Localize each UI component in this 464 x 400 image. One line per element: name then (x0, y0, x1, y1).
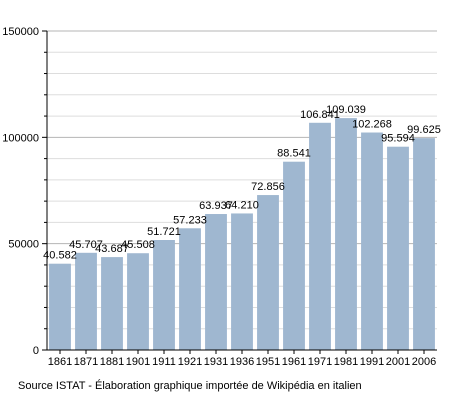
x-tick-label: 1931 (204, 356, 228, 368)
data-label: 45.508 (121, 239, 155, 251)
x-tick-label: 1981 (334, 356, 358, 368)
bar-1991 (361, 132, 383, 350)
bar-2006 (413, 138, 435, 350)
bar-1861 (49, 263, 71, 350)
y-tick-label: 100000 (2, 132, 39, 144)
data-label: 102.268 (352, 119, 392, 131)
data-label: 57.233 (173, 214, 207, 226)
bar-1936 (231, 213, 253, 350)
x-tick-label: 1861 (48, 356, 72, 368)
data-label: 51.721 (147, 226, 181, 238)
x-tick-label: 2006 (412, 356, 436, 368)
data-label: 106.841 (300, 109, 340, 121)
bar-1981 (335, 118, 357, 351)
source-note: Source ISTAT - Élaboration graphique imp… (18, 380, 362, 392)
y-tick-label: 150000 (2, 26, 39, 38)
x-tick-label: 1951 (256, 356, 280, 368)
x-tick-label: 1921 (178, 356, 202, 368)
x-tick-label: 1961 (282, 356, 306, 368)
y-tick-label: 50000 (8, 239, 39, 251)
bar-1971 (309, 122, 331, 350)
data-label: 63.937 (199, 200, 233, 212)
bar-1921 (179, 228, 201, 350)
bar-2001 (387, 146, 409, 350)
bar-1931 (205, 214, 227, 350)
x-tick-label: 1871 (74, 356, 98, 368)
bar-1901 (127, 253, 149, 350)
data-label: 109.039 (326, 104, 366, 116)
bar-1871 (75, 252, 97, 350)
x-tick-label: 1991 (360, 356, 384, 368)
x-tick-label: 1936 (230, 356, 254, 368)
data-label: 88.541 (277, 148, 311, 160)
data-label: 64.210 (225, 199, 259, 211)
data-label: 95.594 (381, 133, 415, 145)
data-label: 45.707 (69, 239, 103, 251)
y-tick-label: 0 (33, 345, 39, 357)
y-axis-ticks: 0 50000 100000 150000 (2, 26, 47, 357)
x-tick-label: 1901 (126, 356, 150, 368)
bars (49, 118, 435, 351)
data-label: 99.625 (407, 124, 441, 136)
bar-1911 (153, 240, 175, 350)
data-label: 72.856 (251, 181, 285, 193)
bar-1961 (283, 161, 305, 350)
x-tick-label: 1881 (100, 356, 124, 368)
data-label: 43.687 (95, 243, 129, 255)
x-tick-label: 1911 (152, 356, 176, 368)
bar-1881 (101, 257, 123, 350)
x-axis-ticks: 1861 1871 1881 1901 1911 1921 1931 1936 1951 1961… (48, 350, 436, 368)
bar-1951 (257, 195, 279, 350)
x-tick-label: 1971 (308, 356, 332, 368)
x-tick-label: 2001 (386, 356, 410, 368)
data-label: 40.582 (43, 250, 77, 262)
